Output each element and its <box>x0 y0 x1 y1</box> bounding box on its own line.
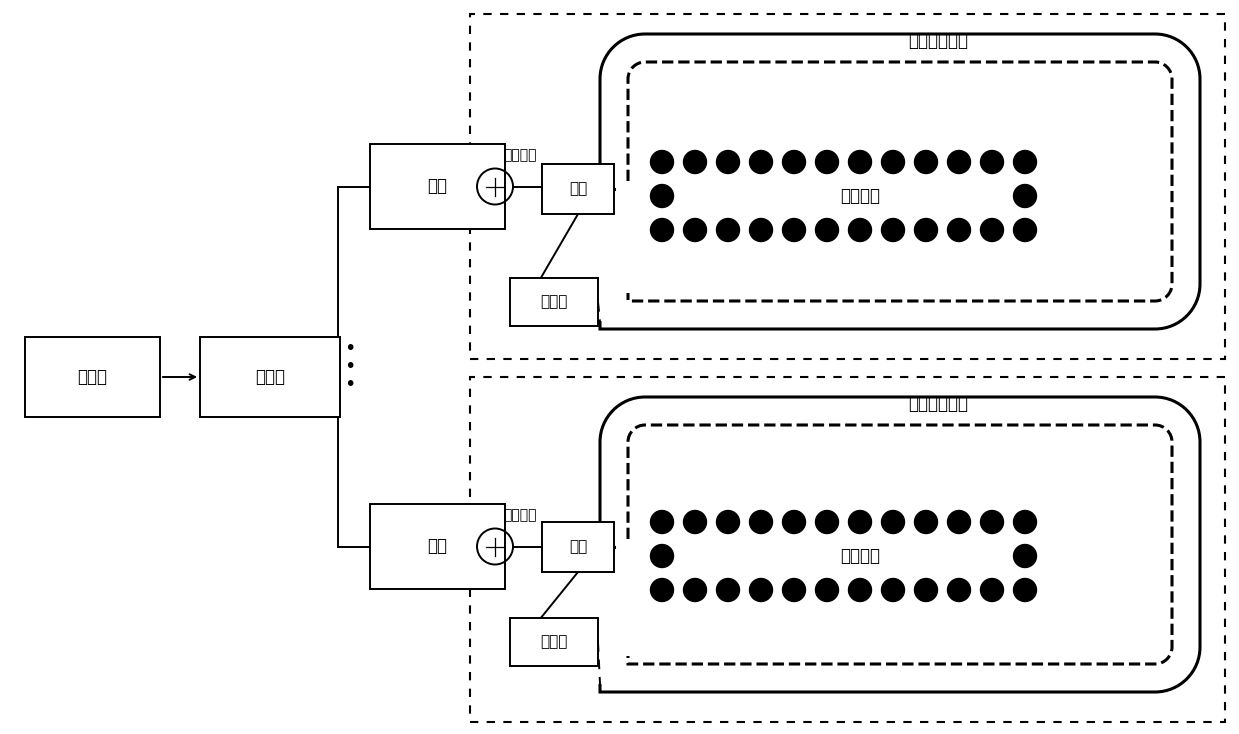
Circle shape <box>750 219 772 241</box>
Circle shape <box>1014 184 1037 208</box>
Circle shape <box>1014 150 1037 173</box>
Text: 基站: 基站 <box>427 537 447 556</box>
Circle shape <box>783 219 805 241</box>
Text: 泄漏同轴电缆: 泄漏同轴电缆 <box>908 395 968 413</box>
FancyBboxPatch shape <box>541 522 615 572</box>
Circle shape <box>815 150 839 173</box>
Circle shape <box>948 511 970 534</box>
Circle shape <box>948 219 970 241</box>
Circle shape <box>783 150 805 173</box>
Circle shape <box>881 150 904 173</box>
Circle shape <box>914 511 938 534</box>
FancyBboxPatch shape <box>25 337 160 417</box>
Circle shape <box>914 219 938 241</box>
Circle shape <box>881 219 904 241</box>
Circle shape <box>980 578 1004 601</box>
Text: 运动节点: 运动节点 <box>840 187 880 205</box>
Circle shape <box>1014 578 1037 601</box>
Circle shape <box>980 219 1004 241</box>
Text: 同轴电缆: 同轴电缆 <box>503 509 536 523</box>
Circle shape <box>750 578 772 601</box>
Circle shape <box>684 511 706 534</box>
Text: •: • <box>344 375 356 394</box>
Text: 接收端: 接收端 <box>540 294 567 310</box>
Text: •: • <box>344 339 356 358</box>
Circle shape <box>849 578 871 601</box>
Text: 接头: 接头 <box>569 539 587 554</box>
Circle shape <box>650 184 674 208</box>
Circle shape <box>849 150 871 173</box>
Circle shape <box>1014 511 1037 534</box>
FancyBboxPatch shape <box>510 278 598 326</box>
Circle shape <box>980 150 1004 173</box>
Circle shape <box>849 511 871 534</box>
Circle shape <box>881 578 904 601</box>
FancyBboxPatch shape <box>541 164 615 214</box>
FancyBboxPatch shape <box>199 337 339 417</box>
Circle shape <box>650 219 674 241</box>
Circle shape <box>750 511 772 534</box>
Circle shape <box>815 578 839 601</box>
Circle shape <box>948 150 970 173</box>
Circle shape <box>783 511 805 534</box>
Circle shape <box>980 511 1004 534</box>
Text: 接收端: 接收端 <box>540 634 567 650</box>
Circle shape <box>750 150 772 173</box>
Circle shape <box>684 219 706 241</box>
FancyBboxPatch shape <box>370 504 506 589</box>
Circle shape <box>815 219 839 241</box>
Circle shape <box>1014 545 1037 567</box>
Text: 接头: 接头 <box>569 181 587 197</box>
Circle shape <box>914 150 938 173</box>
FancyBboxPatch shape <box>510 618 598 666</box>
Text: 交换机: 交换机 <box>255 368 285 386</box>
Circle shape <box>650 150 674 173</box>
Circle shape <box>684 150 706 173</box>
Circle shape <box>914 578 938 601</box>
Circle shape <box>716 150 740 173</box>
Circle shape <box>881 511 904 534</box>
Circle shape <box>716 578 740 601</box>
Circle shape <box>716 511 740 534</box>
FancyBboxPatch shape <box>370 144 506 229</box>
Text: 运动节点: 运动节点 <box>840 547 880 565</box>
Circle shape <box>650 578 674 601</box>
Circle shape <box>650 545 674 567</box>
Circle shape <box>684 578 706 601</box>
Circle shape <box>716 219 740 241</box>
Text: 泄漏同轴电缆: 泄漏同轴电缆 <box>908 32 968 50</box>
Circle shape <box>849 219 871 241</box>
Text: 基站: 基站 <box>427 178 447 195</box>
Text: 服务器: 服务器 <box>78 368 108 386</box>
Circle shape <box>948 578 970 601</box>
Circle shape <box>815 511 839 534</box>
Circle shape <box>1014 219 1037 241</box>
Text: 同轴电缆: 同轴电缆 <box>503 148 536 162</box>
Text: •: • <box>344 357 356 376</box>
Circle shape <box>783 578 805 601</box>
Circle shape <box>650 511 674 534</box>
